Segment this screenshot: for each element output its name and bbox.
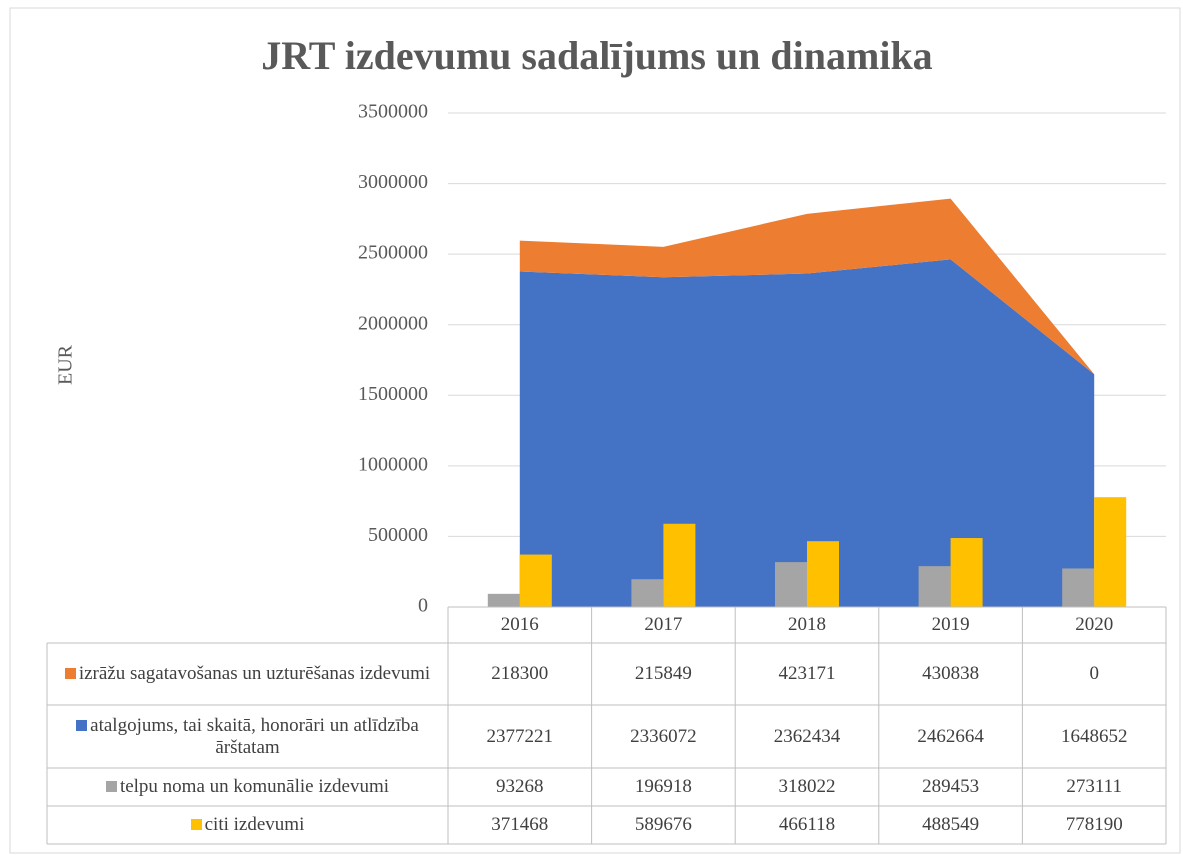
x-tick-label: 2016 [500,614,539,636]
table-value: 466118 [778,814,836,836]
legend-entry: izrāžu sagatavošanas un uzturēšanas izde… [51,643,444,705]
table-value: 2462664 [917,725,984,747]
table-value: 289453 [922,776,980,798]
legend-item: telpu noma un komunālie izdevumi [105,776,390,798]
bar [1094,497,1127,607]
y-tick-label: 3000000 [358,171,428,193]
bar [775,562,807,607]
legend-entry: atalgojums, tai skaitā, honorāri un atlī… [51,705,444,768]
bar [1062,568,1095,607]
table-value: 2336072 [630,725,697,747]
table-value: 1648652 [1060,725,1128,747]
table-value: 371468 [491,814,549,836]
table-value: 273111 [1066,776,1122,798]
table-value: 2362434 [773,725,841,747]
x-tick-label: 2020 [1075,614,1114,636]
table-value: 2362434 [773,725,841,747]
legend-label: atalgojums, tai skaitā, honorāri un atlī… [90,714,419,758]
table-value: 423171 [778,663,836,685]
chart-title: JRT izdevumu sadalījums un dinamika [261,33,932,78]
legend-entry: citi izdevumi [51,806,444,844]
legend-key [190,819,202,831]
table-value: 318022 [778,776,836,798]
bar [487,593,520,607]
legend-key [64,668,76,680]
x-tick-label: 2019 [931,614,970,636]
legend-label: telpu noma un komunālie izdevumi [119,776,390,798]
legend-item: izrāžu sagatavošanas un uzturēšanas izde… [64,663,431,685]
y-tick-label: 3500000 [358,101,428,123]
table-value: 218300 [491,663,549,685]
legend-item: atalgojums, tai skaitā, honorāri un atlī… [51,715,444,759]
y-axis-label: EUR [55,344,77,385]
bar [663,523,696,607]
table-value: 215849 [634,663,692,685]
legend-entry: izrāžu sagatavošanas un uzturēšanas izde… [51,643,444,705]
table-value: 589676 [634,814,692,836]
table-value: 0 [1089,663,1099,685]
legend-key [76,719,88,731]
table-value: 430838 [922,663,980,685]
area [519,198,1095,375]
table-value: 430838 [922,663,980,685]
table-value: 371468 [491,814,549,836]
x-tick-label: 2017 [644,614,683,636]
table-value: 1648652 [1060,725,1128,747]
x-tick-label: 2016 [500,614,539,636]
bar [918,566,951,607]
table-value: 218300 [491,663,549,685]
x-tick-label: 2018 [787,614,826,636]
table-value: 488549 [922,814,980,836]
table-value: 273111 [1066,776,1122,798]
y-tick-label: 1000000 [358,453,428,475]
table-value: 2336072 [630,725,697,747]
table-value: 215849 [634,663,692,685]
table-value: 466118 [778,814,836,836]
legend-entry: telpu noma un komunālie izdevumi [51,768,444,806]
table-value: 2377221 [486,725,554,747]
legend-entry: telpu noma un komunālie izdevumi [51,768,444,806]
legend-entry: citi izdevumi [51,806,444,844]
table-value: 589676 [634,814,692,836]
y-tick-label: 1500000 [358,383,428,405]
table-value: 778190 [1065,814,1123,836]
legend-item: citi izdevumi [190,814,305,836]
y-tick-label: 2500000 [358,242,428,264]
x-tick-label: 2017 [644,614,683,636]
table-value: 289453 [922,776,980,798]
y-tick-label: 2000000 [358,312,428,334]
legend-label: citi izdevumi [204,814,305,836]
table-value: 2462664 [917,725,984,747]
y-tick-label: 500000 [368,524,428,546]
bar [519,554,552,607]
area [519,259,1095,607]
table-value: 196918 [634,776,692,798]
table-value: 2377221 [486,725,554,747]
table-value: 778190 [1065,814,1123,836]
table-value: 93268 [496,776,544,798]
legend-label: izrāžu sagatavošanas un uzturēšanas izde… [78,663,431,685]
table-value: 93268 [496,776,544,798]
x-tick-label: 2018 [787,614,826,636]
legend-entry: atalgojums, tai skaitā, honorāri un atlī… [51,705,444,768]
y-tick-label: 0 [418,595,428,617]
bar [631,579,664,607]
bar [807,541,839,607]
x-tick-label: 2020 [1075,614,1114,636]
bar [950,538,983,607]
legend-key [105,781,117,793]
table-value: 423171 [778,663,836,685]
table-value: 488549 [922,814,980,836]
table-value: 196918 [634,776,692,798]
x-tick-label: 2019 [931,614,970,636]
table-value: 0 [1089,663,1099,685]
table-value: 318022 [778,776,836,798]
